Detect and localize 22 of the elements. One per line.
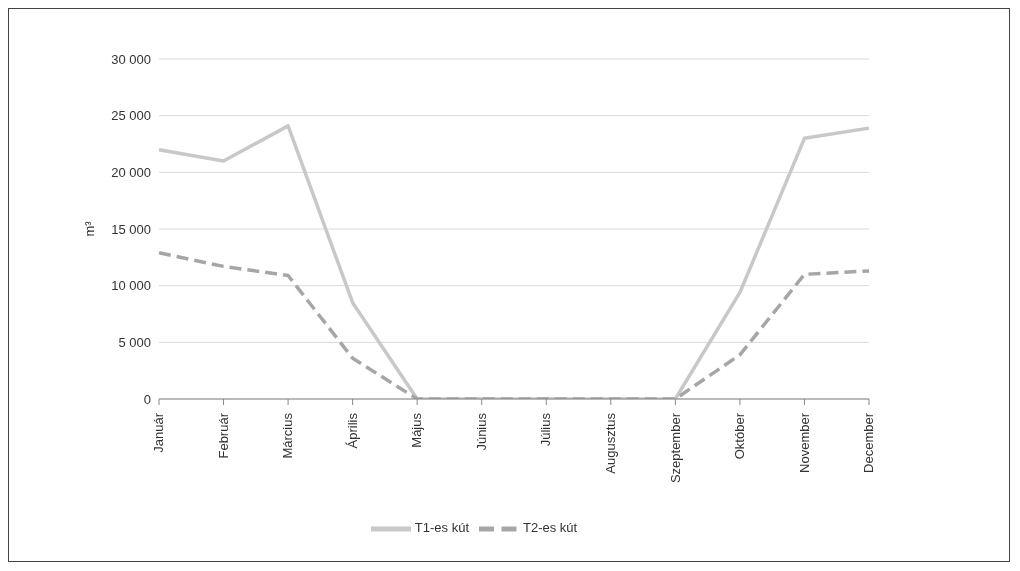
legend-label: T1-es kút [414, 520, 469, 536]
x-tick-label: Július [538, 412, 554, 447]
x-tick-label: Október [732, 412, 748, 460]
x-tick-label: December [861, 412, 877, 473]
x-tick-label: Május [409, 412, 425, 448]
y-tick-label: 25 000 [111, 108, 151, 124]
y-tick-label: 15 000 [111, 221, 151, 237]
x-tick-label: Január [151, 412, 167, 453]
x-tick-label: Február [215, 412, 231, 459]
y-tick-label: 5 000 [118, 334, 151, 350]
y-tick-label: 10 000 [111, 278, 151, 294]
x-tick-label: Szeptember [667, 412, 683, 484]
x-tick-label: November [796, 412, 812, 473]
x-tick-label: Június [473, 412, 489, 451]
x-tick-label: Március [280, 412, 296, 459]
y-axis-title: m³ [81, 220, 97, 237]
y-tick-label: 30 000 [111, 51, 151, 67]
legend-label: T2-es kút [523, 520, 578, 536]
y-tick-label: 20 000 [111, 164, 151, 180]
x-tick-label: Április [344, 412, 360, 449]
y-tick-label: 0 [143, 391, 151, 407]
x-tick-label: Augusztus [603, 412, 619, 474]
